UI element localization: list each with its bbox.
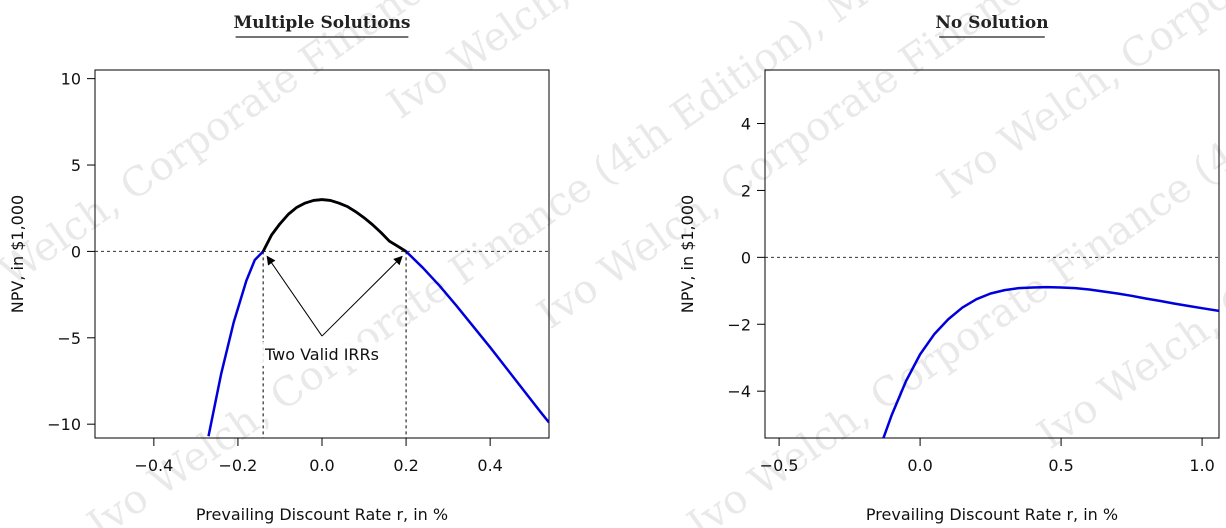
annotation-bg: [252, 342, 392, 367]
annotation-label: Two Valid IRRs: [264, 345, 379, 364]
x-tick-label: 0.4: [477, 456, 502, 475]
x-tick-label: 0.2: [393, 456, 418, 475]
y-tick-label: 10: [61, 70, 81, 89]
x-axis-label: Prevailing Discount Rate r, in %: [196, 505, 448, 524]
x-tick-label: −0.2: [218, 456, 257, 475]
plot-frame: [764, 69, 1220, 439]
y-tick-label: 4: [741, 115, 751, 134]
annotation-arrow: [266, 255, 323, 337]
x-tick-label: −0.5: [760, 456, 799, 475]
x-tick-label: 0.0: [309, 456, 334, 475]
chart-title: No Solution: [935, 13, 1048, 33]
series-line: [882, 285, 1219, 438]
y-tick-label: 0: [71, 242, 81, 261]
y-tick-label: −4: [727, 382, 751, 401]
y-tick-label: 0: [741, 248, 751, 267]
y-tick-label: −5: [57, 329, 81, 348]
y-tick-label: −10: [47, 415, 81, 434]
y-tick-label: −2: [727, 315, 751, 334]
y-tick-label: 2: [741, 181, 751, 200]
series-highlight-segment: [261, 198, 407, 253]
y-tick-label: 5: [71, 156, 81, 175]
chart-multiple-solutions: Multiple Solutions −10 −5 0 5 10 −0.4 −0.2 0.0 0.…: [8, 13, 550, 524]
x-tick-label: 0.5: [1048, 456, 1073, 475]
x-axis-label: Prevailing Discount Rate r, in %: [866, 505, 1118, 524]
y-axis-label: NPV, in $1,000: [678, 195, 697, 313]
y-axis-label: NPV, in $1,000: [8, 195, 27, 313]
annotation-arrow: [321, 255, 403, 337]
chart-title: Multiple Solutions: [233, 13, 410, 33]
x-tick-label: 0.0: [907, 456, 932, 475]
x-tick-label: −0.4: [134, 456, 173, 475]
x-tick-label: 1.0: [1189, 456, 1214, 475]
chart-no-solution: No Solution −4 −2 0 2 4 −0.5 0.0 0.5 1.0 Prevailin…: [678, 13, 1220, 524]
